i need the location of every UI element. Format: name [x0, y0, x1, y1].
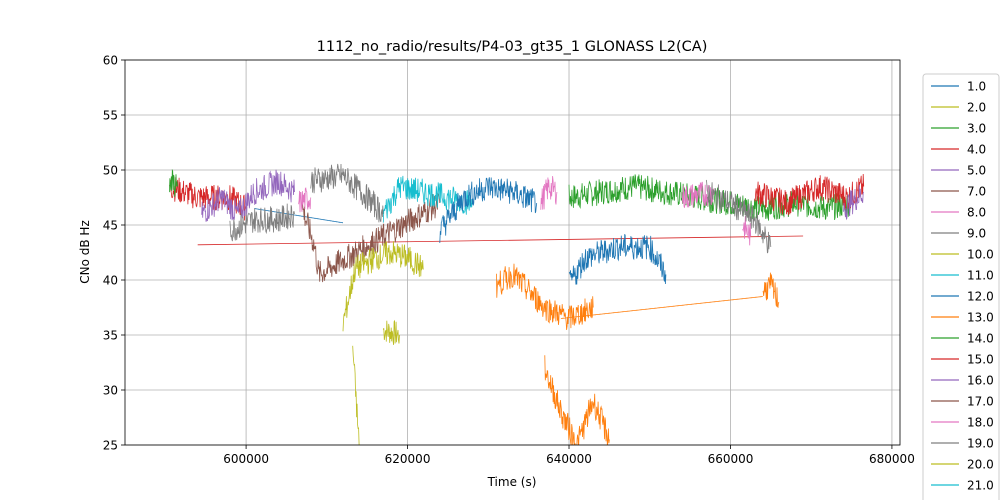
series-line-13.0 [762, 272, 780, 309]
legend-entry: 10.0 [967, 248, 994, 262]
series-line-13.0 [544, 355, 610, 445]
legend-entry: 8.0 [967, 206, 986, 220]
series-line-10.0 [352, 345, 360, 445]
y-tick-label: 25 [103, 439, 118, 453]
x-tick-label: 620000 [385, 452, 431, 466]
legend-entry: 19.0 [967, 437, 994, 451]
series-layer [169, 163, 865, 445]
legend-entry: 18.0 [967, 416, 994, 430]
legend-entry: 11.0 [967, 269, 994, 283]
legend-entry: 16.0 [967, 374, 994, 388]
legend-frame [922, 73, 1000, 500]
series-line-2.0 [382, 319, 400, 345]
legend-entry: 14.0 [967, 332, 994, 346]
legend-entry: 17.0 [967, 395, 994, 409]
legend-entry: 9.0 [967, 227, 986, 241]
x-axis-label: Time (s) [487, 475, 537, 489]
grid [125, 59, 900, 446]
y-tick-label: 60 [103, 54, 118, 68]
x-tick-label: 600000 [223, 452, 269, 466]
chart-title: 1112_no_radio/results/P4-03_gt35_1 GLONA… [317, 39, 708, 55]
x-tick-label: 660000 [708, 452, 754, 466]
legend-entry: 7.0 [967, 185, 986, 199]
y-tick-label: 40 [103, 274, 118, 288]
series-line-5.0 [201, 169, 295, 222]
series-line-5.0 [843, 184, 865, 221]
series-line-8.0 [742, 215, 752, 246]
y-tick-label: 55 [103, 109, 118, 123]
series-line-13.0 [496, 263, 594, 330]
x-tick-label: 680000 [869, 452, 915, 466]
legend-entry: 1.0 [967, 80, 986, 94]
series-line-3.0 [568, 174, 852, 221]
x-tick-label: 640000 [546, 452, 592, 466]
series-line-9.0 [705, 179, 772, 254]
legend-entry: 12.0 [967, 290, 994, 304]
legend-entry: 4.0 [967, 143, 986, 157]
legend: 1.0 2.0 3.0 4.0 5.0 7.0 8.0 9.0 10.0 11.0 12.0 13.0… [922, 73, 1000, 500]
y-tick-label: 30 [103, 384, 118, 398]
axis-ticks: 600000 620000 640000 660000 680000 25 30 35 40 45… [103, 54, 915, 467]
series-line-1.0 [254, 208, 344, 224]
y-axis-label: CNo dB Hz [78, 220, 92, 284]
series-line-9.0 [229, 203, 295, 242]
legend-entry: 21.0 [967, 479, 994, 493]
legend-entry: 13.0 [967, 311, 994, 325]
series-line-9.0 [310, 163, 384, 223]
y-tick-label: 45 [103, 219, 118, 233]
series-line-10.0 [342, 240, 424, 332]
legend-entry: 20.0 [967, 458, 994, 472]
y-tick-label: 35 [103, 329, 118, 343]
legend-entry: 2.0 [967, 101, 986, 115]
legend-entry: 15.0 [967, 353, 994, 367]
series-line-8.0 [298, 187, 312, 213]
plot-frame [124, 59, 901, 446]
legend-entry: 5.0 [967, 164, 986, 178]
series-line-8.0 [540, 176, 558, 210]
series-line-12.0 [568, 234, 667, 285]
series-line-4.0 [754, 173, 865, 216]
series-line-7.0 [302, 192, 441, 283]
series-line-12.0 [439, 177, 538, 244]
legend-entry: 3.0 [967, 122, 986, 136]
series-line-14.0 [169, 168, 178, 197]
series-line-13.0 [560, 296, 763, 319]
series-line-4.0 [197, 235, 804, 246]
y-tick-label: 50 [103, 164, 118, 178]
